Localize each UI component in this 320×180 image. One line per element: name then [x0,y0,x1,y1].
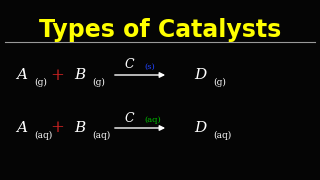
Text: +: + [50,120,64,136]
Text: (aq): (aq) [34,130,52,140]
Text: (aq): (aq) [92,130,110,140]
Text: B: B [74,121,86,135]
Text: D: D [194,68,206,82]
Text: Types of Catalysts: Types of Catalysts [39,18,281,42]
Text: (g): (g) [92,77,105,87]
Text: (aq): (aq) [144,116,161,124]
Text: A: A [17,121,28,135]
Text: +: + [50,66,64,84]
Text: C: C [124,111,134,125]
Text: (s): (s) [144,63,155,71]
Text: D: D [194,121,206,135]
Text: A: A [17,68,28,82]
Text: C: C [124,58,134,71]
Text: (aq): (aq) [213,130,231,140]
Text: B: B [74,68,86,82]
Text: (g): (g) [34,77,47,87]
Text: (g): (g) [213,77,226,87]
